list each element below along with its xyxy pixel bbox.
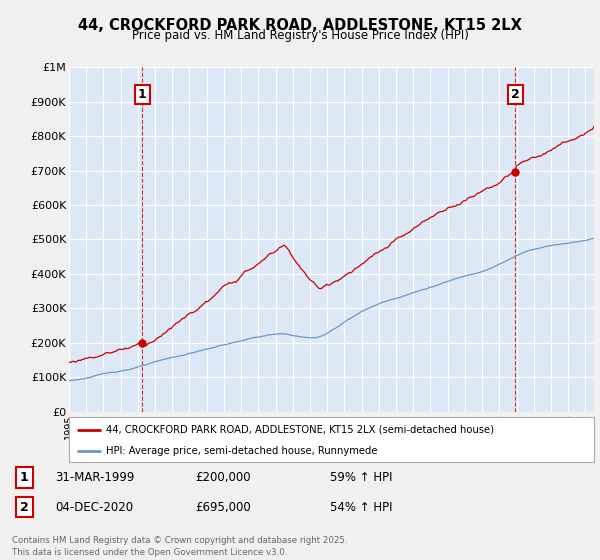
- Text: 04-DEC-2020: 04-DEC-2020: [55, 501, 133, 514]
- Text: 59% ↑ HPI: 59% ↑ HPI: [330, 471, 392, 484]
- Text: 54% ↑ HPI: 54% ↑ HPI: [330, 501, 392, 514]
- Text: 44, CROCKFORD PARK ROAD, ADDLESTONE, KT15 2LX: 44, CROCKFORD PARK ROAD, ADDLESTONE, KT1…: [78, 18, 522, 33]
- Text: £695,000: £695,000: [195, 501, 251, 514]
- Text: 2: 2: [20, 501, 29, 514]
- Text: 31-MAR-1999: 31-MAR-1999: [55, 471, 134, 484]
- Text: 44, CROCKFORD PARK ROAD, ADDLESTONE, KT15 2LX (semi-detached house): 44, CROCKFORD PARK ROAD, ADDLESTONE, KT1…: [106, 424, 494, 435]
- Text: 1: 1: [20, 471, 29, 484]
- Text: HPI: Average price, semi-detached house, Runnymede: HPI: Average price, semi-detached house,…: [106, 446, 377, 456]
- Text: Price paid vs. HM Land Registry's House Price Index (HPI): Price paid vs. HM Land Registry's House …: [131, 29, 469, 42]
- Text: 2: 2: [511, 88, 520, 101]
- Text: £200,000: £200,000: [195, 471, 251, 484]
- Text: 1: 1: [138, 88, 146, 101]
- Text: Contains HM Land Registry data © Crown copyright and database right 2025.
This d: Contains HM Land Registry data © Crown c…: [12, 536, 347, 557]
